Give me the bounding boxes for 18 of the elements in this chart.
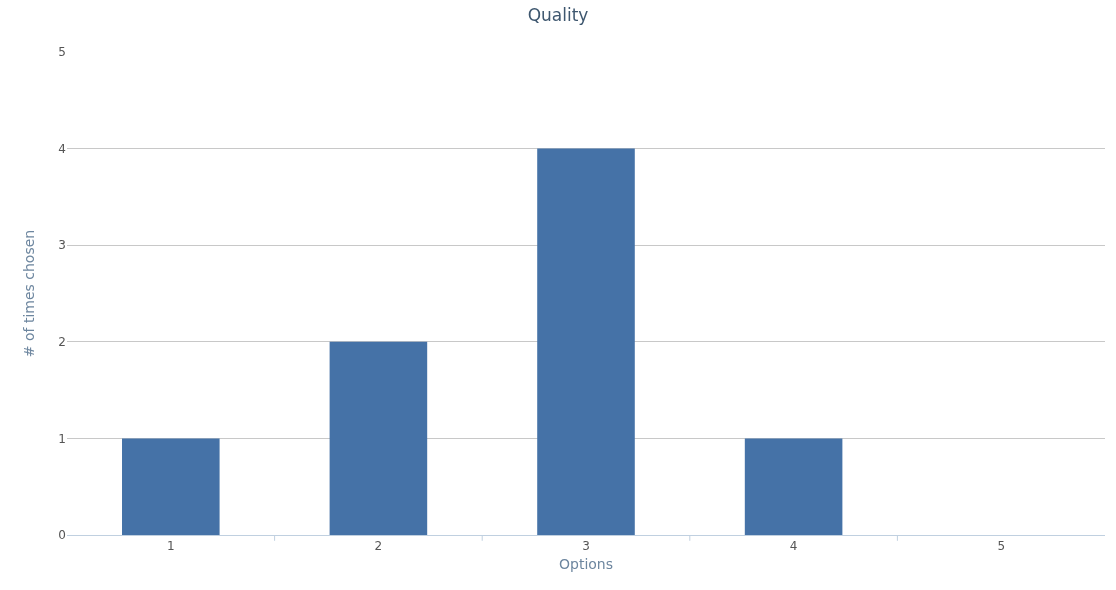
y-tick-label: 0 (58, 528, 66, 543)
x-tick-label: 2 (374, 539, 383, 554)
x-axis-title: Options (558, 555, 614, 572)
bar (329, 341, 428, 535)
y-axis-title: # of times chosen (20, 229, 37, 358)
x-tick-label: 4 (789, 539, 798, 554)
bar (744, 438, 843, 535)
x-tick-label: 3 (582, 539, 590, 554)
y-tick-label: 1 (58, 431, 66, 446)
bar (537, 148, 635, 535)
y-tick-label: 4 (58, 141, 66, 156)
y-tick-label: 3 (58, 238, 66, 253)
y-tick-label: 2 (58, 335, 66, 349)
bar (122, 438, 220, 535)
x-tick-label: 1 (166, 539, 175, 554)
y-tick-label: 5 (58, 45, 66, 60)
chart-title: Quality (527, 4, 589, 25)
x-tick-label: 5 (997, 539, 1006, 554)
